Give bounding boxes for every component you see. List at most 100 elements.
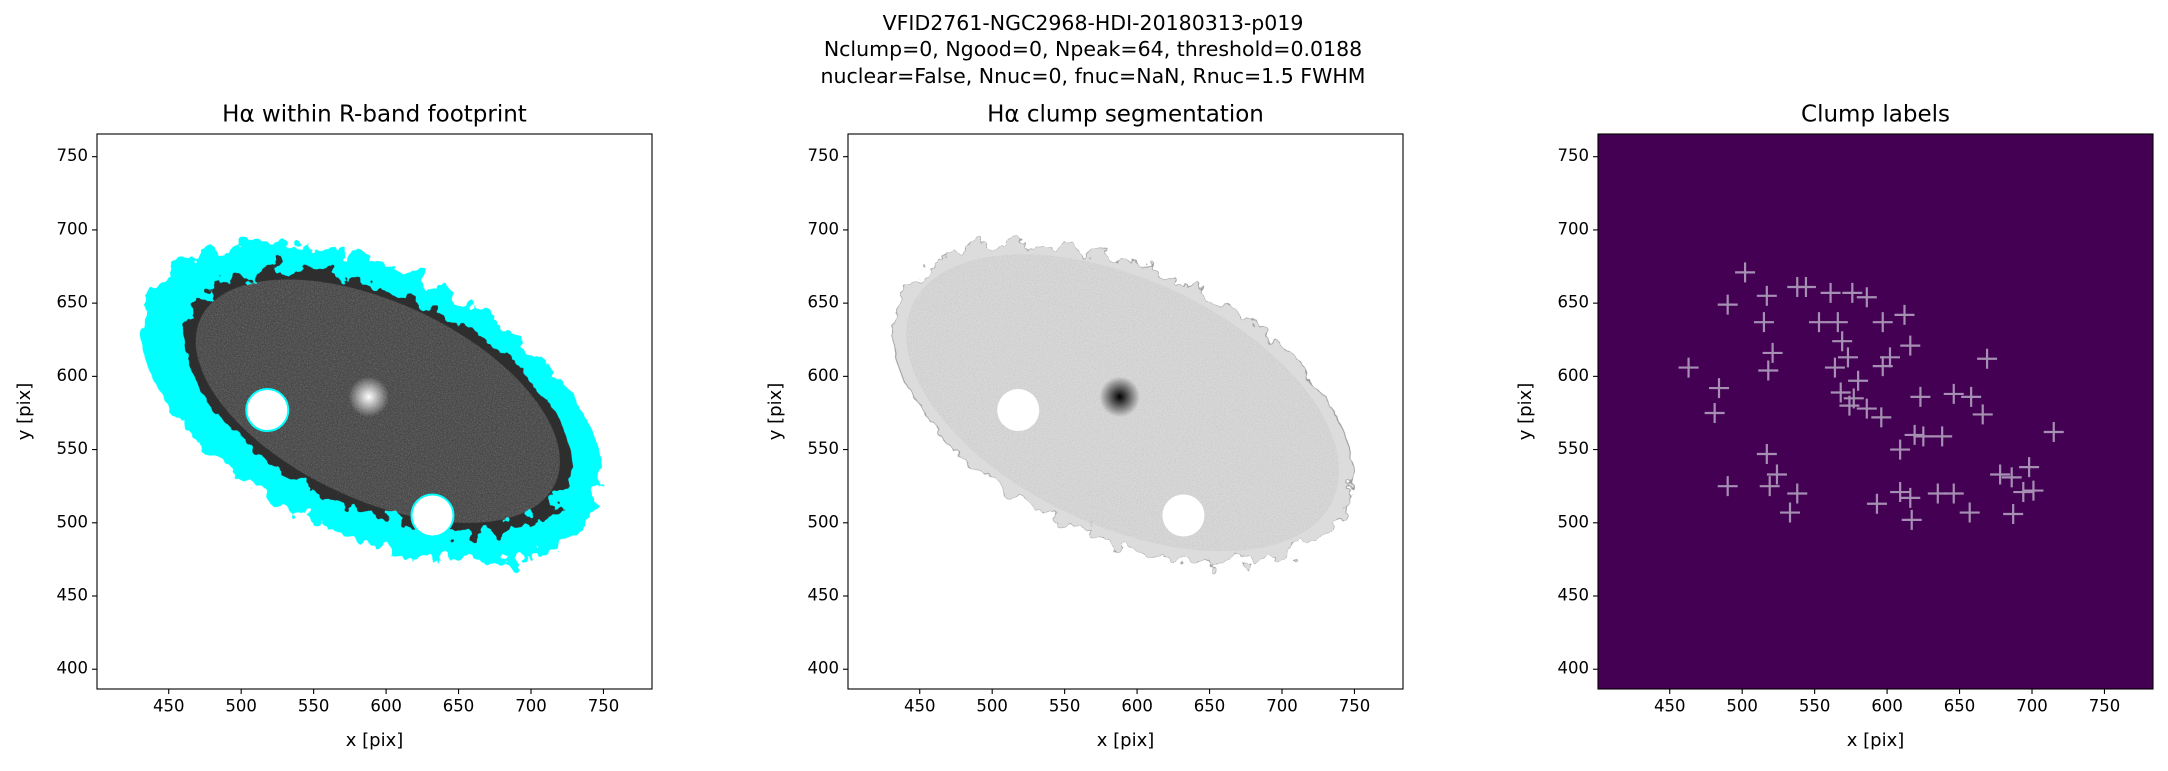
clump-marker: [2003, 504, 2024, 525]
y-tick-label: 700: [57, 219, 89, 238]
y-tick-label: 550: [808, 439, 840, 458]
y-tick-label: 700: [808, 219, 840, 238]
axes-title: Clump labels: [1801, 102, 1950, 128]
clump-marker: [2001, 467, 2022, 488]
suptitle: nuclear=False, Nnuc=0, fnuc=NaN, Rnuc=1.…: [821, 64, 1366, 88]
y-tick-label: 450: [57, 586, 89, 605]
clump-marker: [1972, 404, 1993, 425]
y-tick-label: 500: [808, 512, 840, 531]
y-tick-label: 500: [1558, 512, 1590, 531]
x-tick-label: 600: [1871, 697, 1903, 716]
clump-marker: [1820, 282, 1841, 303]
clump-marker: [1894, 304, 1915, 325]
clump-marker: [1866, 493, 1887, 514]
y-tick-label: 750: [808, 146, 840, 165]
x-axis-label: x [pix]: [346, 730, 404, 751]
y-tick-label: 750: [57, 146, 89, 165]
y-tick-label: 450: [808, 586, 840, 605]
clump-marker: [1901, 509, 1922, 530]
nucleus: [1099, 376, 1140, 418]
x-tick-label: 500: [225, 697, 257, 716]
clump-marker: [1766, 464, 1787, 485]
clump-marker: [1717, 294, 1738, 315]
clump-marker: [1735, 262, 1756, 283]
x-tick-label: 750: [1339, 697, 1371, 716]
x-tick-label: 650: [1194, 697, 1226, 716]
y-tick-label: 650: [1558, 293, 1590, 312]
clump-marker: [1837, 347, 1858, 368]
clump-marker: [2043, 422, 2064, 443]
y-tick-label: 600: [57, 366, 89, 385]
clump-marker: [1808, 312, 1829, 333]
x-axis-label: x [pix]: [1097, 730, 1155, 751]
clump-marker: [1890, 482, 1911, 503]
mask-hole: [1162, 494, 1205, 537]
x-tick-label: 550: [1049, 697, 1081, 716]
x-tick-label: 500: [976, 697, 1008, 716]
y-tick-label: 550: [57, 439, 89, 458]
clump-marker: [1872, 356, 1893, 377]
clump-marker: [1839, 395, 1860, 416]
axes-frame: [1597, 133, 2154, 690]
clump-marker: [1910, 386, 1931, 407]
clump-marker: [1904, 424, 1925, 445]
clump-marker: [1932, 426, 1953, 447]
nucleus: [348, 376, 389, 418]
x-tick-label: 550: [298, 697, 330, 716]
clump-marker: [2019, 457, 2040, 478]
y-tick-label: 550: [1558, 439, 1590, 458]
clump-marker: [1758, 360, 1779, 381]
y-tick-label: 750: [1558, 146, 1590, 165]
clump-marker: [1900, 335, 1921, 356]
x-tick-label: 600: [1121, 697, 1153, 716]
clump-marker: [1959, 502, 1980, 523]
y-tick-label: 650: [57, 293, 89, 312]
clump-marker: [1717, 476, 1738, 497]
panel: 450 500 550 600 650 700 750 400 450 500 550 600 650 7…: [14, 102, 653, 751]
axes-frame: [96, 133, 653, 690]
x-tick-label: 450: [904, 697, 936, 716]
x-tick-label: 500: [1726, 697, 1758, 716]
y-tick-label: 400: [57, 659, 89, 678]
axes-frame: [847, 133, 1404, 690]
y-tick-label: 600: [1558, 366, 1590, 385]
clump-marker: [1678, 357, 1699, 378]
clump-marker: [2013, 482, 2034, 503]
clump-marker: [1762, 342, 1783, 363]
suptitle: Nclump=0, Ngood=0, Npeak=64, threshold=0…: [824, 37, 1362, 61]
x-tick-label: 600: [370, 697, 402, 716]
clump-marker: [1704, 402, 1725, 423]
x-tick-label: 650: [443, 697, 475, 716]
clump-marker: [1856, 287, 1877, 308]
x-tick-label: 750: [588, 697, 620, 716]
clump-marker: [1913, 426, 1934, 447]
suptitle: VFID2761-NGC2968-HDI-20180313-p019: [883, 11, 1304, 35]
y-tick-label: 400: [808, 659, 840, 678]
clump-marker: [1780, 502, 1800, 523]
y-tick-label: 500: [57, 512, 89, 531]
x-tick-label: 700: [1266, 697, 1298, 716]
image: [891, 242, 1354, 563]
label-image: [1598, 134, 2153, 689]
clump-marker: [1832, 331, 1853, 352]
clump-marker: [1961, 386, 1982, 407]
clump-marker: [1943, 483, 1964, 504]
clump-marker: [1871, 407, 1892, 428]
clump-marker: [1977, 348, 1998, 369]
clump-marker: [1756, 285, 1777, 306]
clump-marker: [1753, 312, 1774, 333]
clump-marker: [2023, 480, 2044, 501]
clump-marker: [1759, 476, 1780, 497]
y-axis-label: y [pix]: [1515, 383, 1536, 441]
panel: 450 500 550 600 650 700 750 400 450 500 550 600 650 7…: [765, 102, 1404, 751]
image: [141, 243, 602, 563]
y-tick-label: 400: [1558, 659, 1590, 678]
clump-marker: [1872, 312, 1893, 333]
x-tick-label: 750: [2089, 697, 2121, 716]
mask-hole: [410, 493, 455, 538]
y-tick-label: 700: [1558, 219, 1590, 238]
x-tick-label: 650: [1944, 697, 1976, 716]
image: [1598, 134, 2153, 689]
panel: 450 500 550 600 650 700 750 400 450 500 550 600 650 7…: [1515, 102, 2154, 751]
